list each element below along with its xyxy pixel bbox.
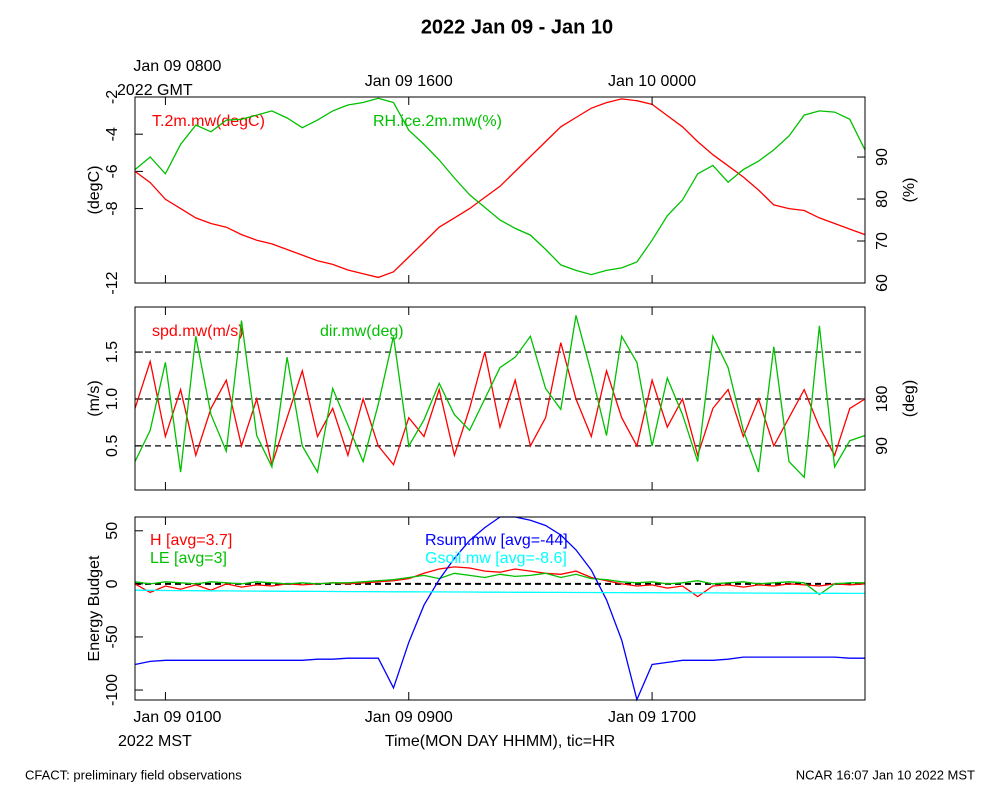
y-axis-label: (degC)	[86, 166, 103, 215]
y-tick-label: -2	[104, 90, 121, 104]
y-tick-label: 1.0	[104, 388, 121, 410]
y-tick-label: 1.5	[104, 341, 121, 363]
plot-frame	[134, 516, 866, 701]
series-line	[134, 566, 866, 598]
plot-frame	[134, 96, 866, 284]
x-axis-label: Time(MON DAY HHMM), tic=HR	[385, 733, 615, 750]
legend-label: Gsoil.mw [avg=-8.6]	[425, 550, 567, 567]
legend-label: dir.mw(deg)	[320, 323, 404, 340]
y-tick-label: 0	[104, 579, 121, 588]
series-line	[134, 97, 866, 276]
y-tick-label: 0.5	[104, 435, 121, 457]
y-tick-label: 50	[104, 522, 121, 540]
legend-label: Rsum.mw [avg=-44]	[425, 532, 568, 549]
y2-tick-label: 70	[874, 232, 891, 250]
y-axis-label: (m/s)	[86, 380, 103, 416]
legend-label: spd.mw(m/s)	[152, 323, 244, 340]
top-x-tick-label: Jan 10 0000	[608, 73, 696, 90]
series-line	[134, 572, 865, 596]
y2-tick-label: 90	[874, 148, 891, 166]
y2-axis-label: (%)	[901, 178, 918, 203]
series-line	[134, 315, 866, 479]
y2-tick-label: 90	[874, 437, 891, 455]
legend-label: RH.ice.2m.mw(%)	[373, 113, 502, 130]
bottom-x-tick-label: Jan 09 0100	[133, 709, 221, 726]
series-line	[134, 589, 865, 595]
legend-label: H [avg=3.7]	[150, 532, 232, 549]
y2-tick-label: 80	[874, 190, 891, 208]
legend-label: T.2m.mw(degC)	[152, 113, 265, 130]
y2-tick-label: 180	[874, 385, 891, 412]
top-x-tick-label: Jan 09 0800	[133, 58, 221, 75]
y-tick-label: -100	[104, 674, 121, 706]
chart-title: 2022 Jan 09 - Jan 10	[421, 16, 613, 38]
top-x-tick-label: Jan 09 1600	[365, 73, 453, 90]
y2-tick-label: 60	[874, 274, 891, 292]
y-tick-label: -8	[104, 201, 121, 215]
top-zone: 2022 GMT	[117, 82, 193, 99]
plot-frame	[134, 306, 866, 491]
y2-axis-label: (deg)	[901, 380, 918, 417]
footer-right: NCAR 16:07 Jan 10 2022 MST	[796, 767, 975, 782]
y-tick-label: -4	[104, 127, 121, 141]
y-axis-label: Energy Budget	[86, 555, 103, 661]
series-line	[134, 98, 866, 279]
y-tick-label: -6	[104, 164, 121, 178]
bottom-x-tick-label: Jan 09 0900	[365, 709, 453, 726]
legend-label: LE [avg=3]	[150, 550, 227, 567]
y-tick-label: -50	[104, 625, 121, 648]
y-tick-label: -12	[104, 271, 121, 294]
series-line	[134, 342, 866, 468]
footer-left: CFACT: preliminary field observations	[25, 767, 242, 782]
bottom-zone: 2022 MST	[118, 733, 192, 750]
bottom-x-tick-label: Jan 09 1700	[608, 709, 696, 726]
